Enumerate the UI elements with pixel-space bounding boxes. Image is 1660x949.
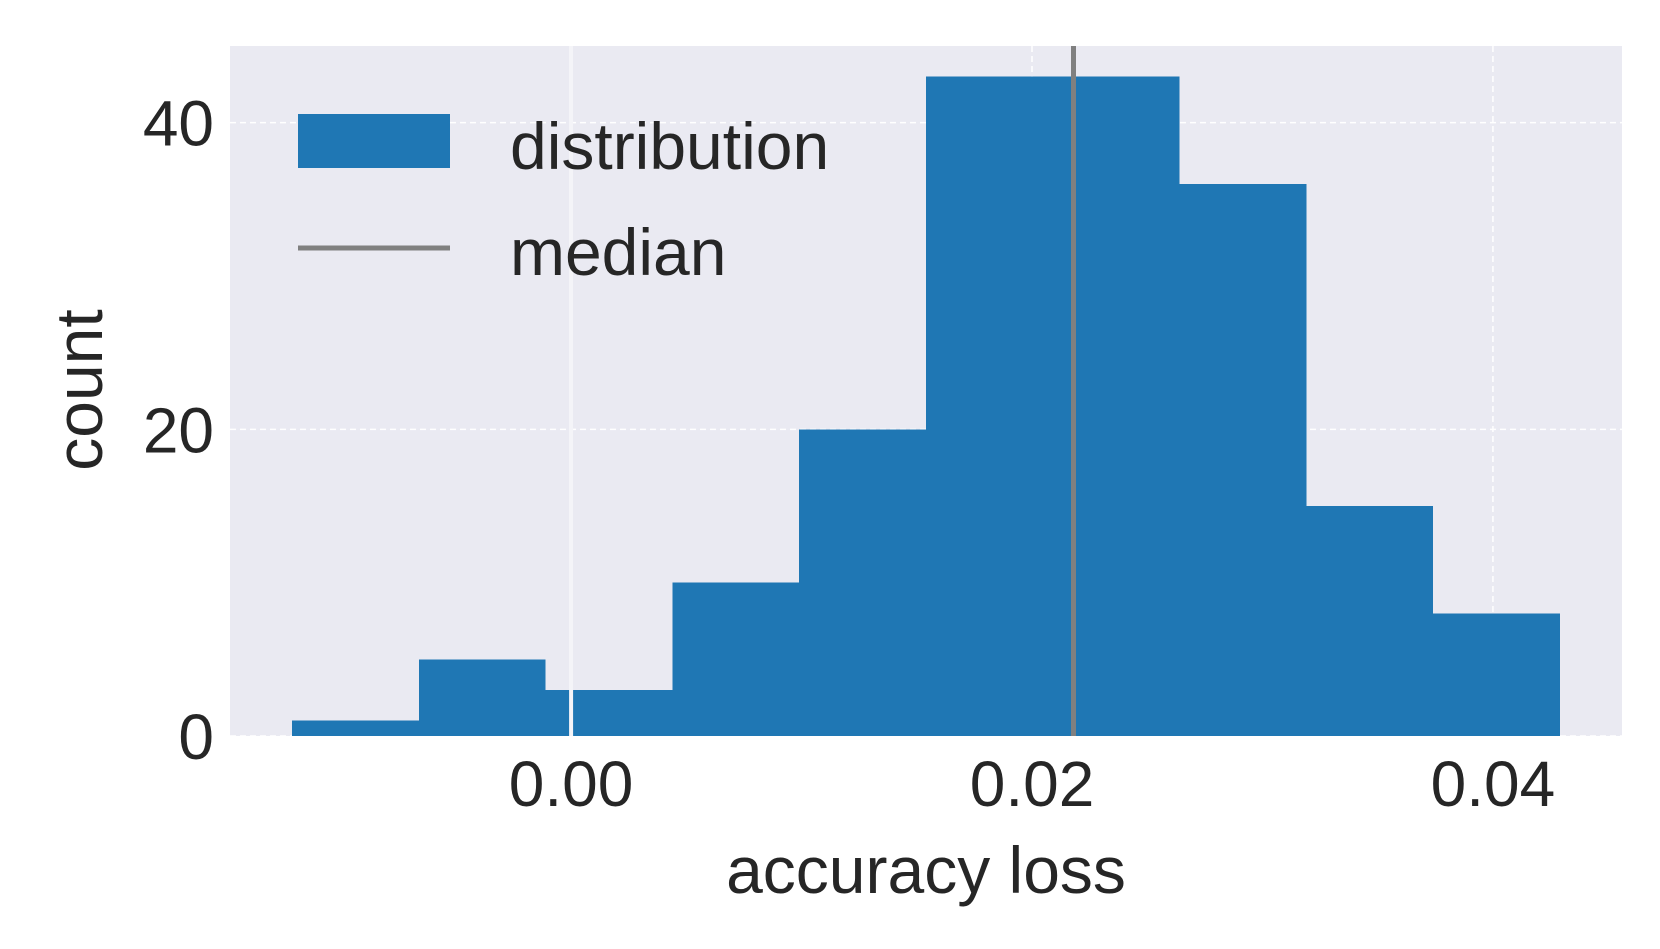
histogram-bar [545,690,673,736]
histogram-bar [418,659,546,736]
legend-swatch-distribution [298,114,450,168]
x-tick-label: 0.02 [970,748,1095,820]
x-tick-labels: 0.00 0.02 0.04 [509,748,1555,820]
legend-label-distribution: distribution [510,109,829,183]
legend-label-median: median [510,215,726,289]
y-tick-labels: 0 20 40 [143,88,214,773]
histogram-bar [1179,184,1307,736]
y-tick-label: 0 [178,701,214,773]
y-tick-label: 40 [143,88,214,160]
y-tick-label: 20 [143,394,214,466]
y-axis-label: count [42,309,116,470]
x-tick-label: 0.00 [509,748,634,820]
histogram-bar [926,76,1053,736]
x-tick-label: 0.04 [1431,748,1556,820]
histogram-bar [1306,506,1434,736]
x-axis-label: accuracy loss [726,833,1126,907]
histogram-bar [292,720,419,736]
histogram-bar [799,429,926,736]
histogram-bar [672,582,800,736]
histogram-bar [1433,613,1560,736]
legend: distribution median [298,109,829,289]
